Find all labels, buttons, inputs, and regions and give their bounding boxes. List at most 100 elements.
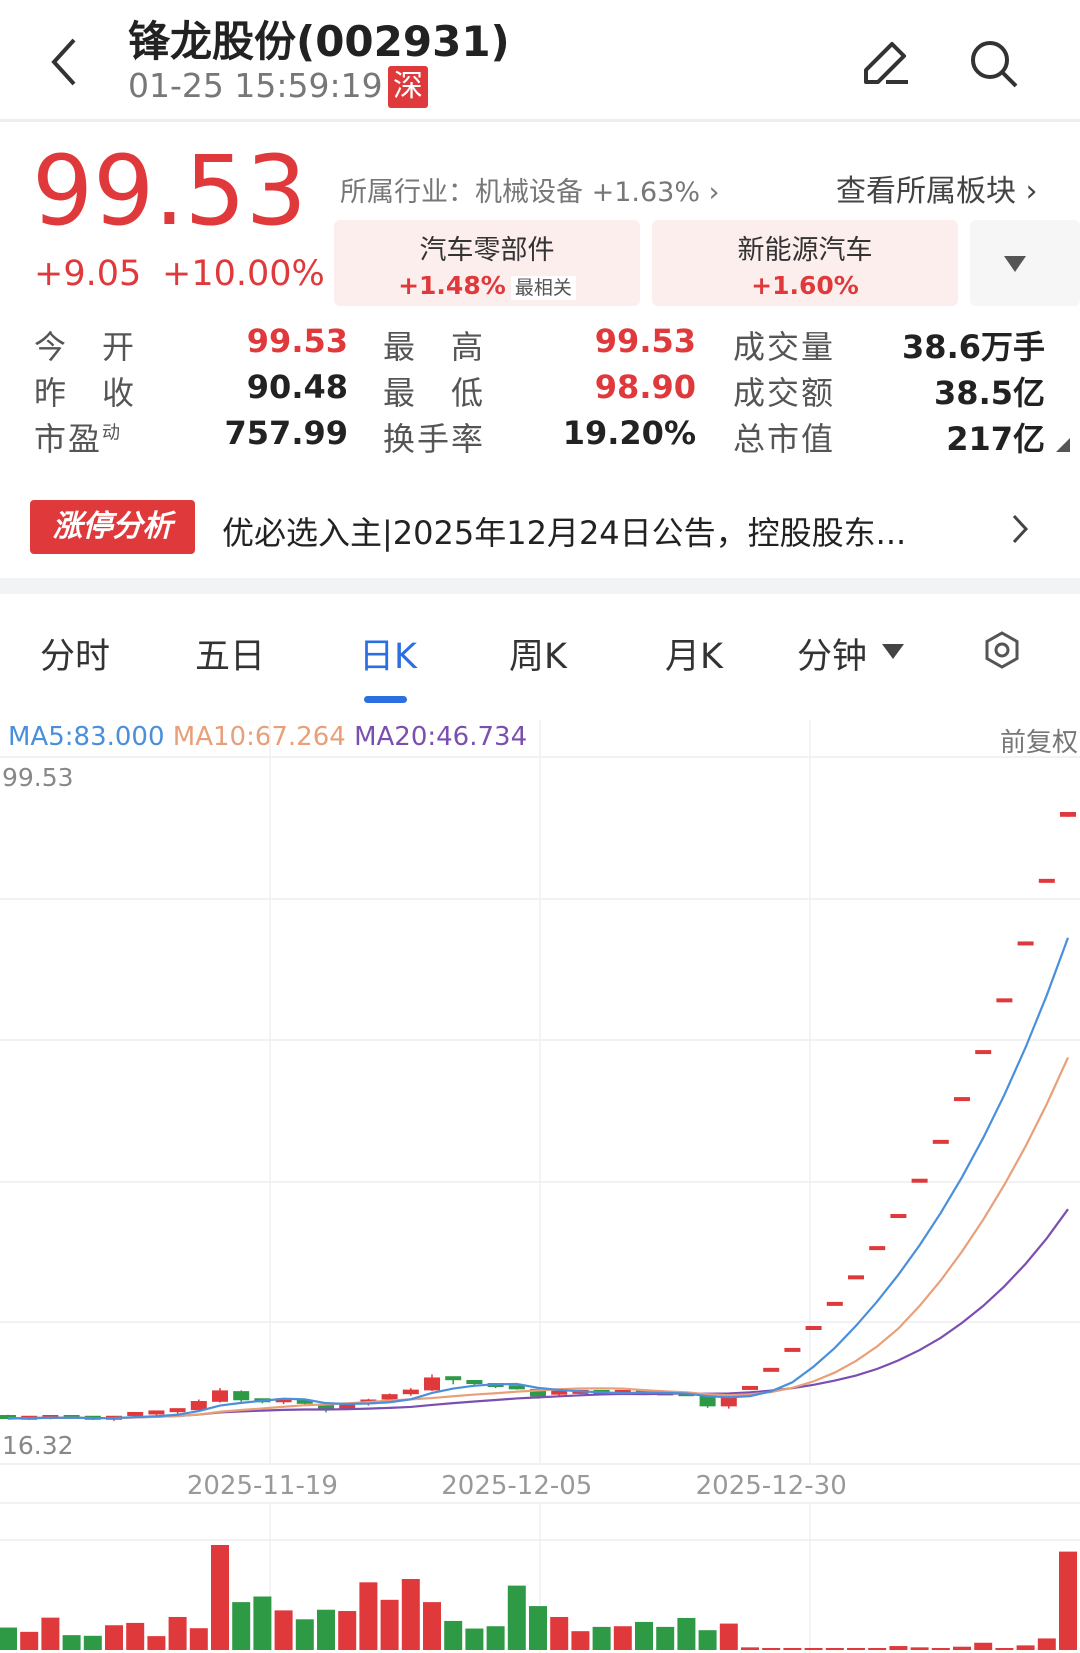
candle-body bbox=[318, 1404, 334, 1410]
volume-bar bbox=[317, 1609, 335, 1650]
ma-legend: MA5:83.000 MA10:67.264 MA20:46.734 bbox=[8, 722, 527, 752]
candle-body bbox=[402, 1389, 419, 1395]
tab-4[interactable]: 月K bbox=[665, 637, 723, 677]
expand-corner-icon[interactable] bbox=[1056, 438, 1070, 452]
section-gap bbox=[0, 578, 1080, 594]
current-price: 99.53 bbox=[32, 135, 307, 247]
edit-button[interactable] bbox=[858, 36, 914, 96]
candle-body bbox=[0, 1415, 16, 1420]
volume-bar bbox=[168, 1616, 187, 1650]
chart-settings-icon[interactable] bbox=[982, 630, 1022, 670]
volume-bar bbox=[1037, 1638, 1056, 1650]
search-button[interactable] bbox=[966, 36, 1022, 96]
candle-body bbox=[127, 1411, 144, 1416]
sector-card[interactable]: 汽车零部件 +1.48% 最相关 bbox=[334, 220, 640, 306]
sector-name: 新能源汽车 bbox=[737, 235, 873, 266]
candle-body bbox=[763, 1367, 780, 1372]
candle-body bbox=[530, 1388, 546, 1397]
candle-body bbox=[996, 998, 1013, 1003]
stat-value: 19.20% bbox=[562, 414, 696, 452]
tab-3[interactable]: 周K bbox=[509, 637, 567, 677]
ma5-label: MA5:83.000 bbox=[8, 722, 165, 752]
candle-body bbox=[954, 1097, 970, 1102]
candle-body bbox=[381, 1394, 398, 1400]
stat-value: 38.5亿 bbox=[934, 374, 1045, 412]
stat-label-text: 市盈 bbox=[34, 420, 103, 458]
tab-1[interactable]: 五日 bbox=[195, 637, 266, 677]
stat-label-text: 换手率 bbox=[383, 420, 486, 458]
candle-body bbox=[869, 1246, 886, 1251]
volume-bar bbox=[592, 1626, 611, 1650]
volume-bar bbox=[105, 1625, 123, 1650]
volume-bar bbox=[974, 1642, 993, 1650]
candle-body bbox=[826, 1301, 843, 1306]
price-change: +9.05 bbox=[34, 254, 142, 294]
x-tick-label: 2025-11-19 bbox=[187, 1471, 338, 1501]
volume-bar bbox=[931, 1648, 950, 1650]
candle-body bbox=[805, 1326, 822, 1331]
back-button[interactable] bbox=[44, 34, 84, 90]
sector-card[interactable]: 新能源汽车 +1.60% bbox=[652, 220, 958, 306]
volume-bar bbox=[486, 1626, 505, 1650]
candle-body bbox=[148, 1410, 165, 1415]
more-sectors-button[interactable] bbox=[970, 220, 1080, 306]
sector-name: 汽车零部件 bbox=[419, 235, 555, 266]
ma5-line bbox=[7, 937, 1070, 1420]
volume-bar bbox=[656, 1626, 675, 1650]
volume-bar bbox=[232, 1602, 251, 1650]
volume-bar bbox=[719, 1623, 738, 1650]
chevron-right-icon: › bbox=[708, 177, 720, 208]
candle-body bbox=[932, 1139, 949, 1144]
ma20-label: MA20:46.734 bbox=[354, 722, 528, 752]
chevron-right-icon: › bbox=[1025, 174, 1038, 209]
volume-bar bbox=[613, 1626, 632, 1650]
sector-tag: 最相关 bbox=[510, 276, 576, 300]
volume-bar bbox=[635, 1621, 653, 1650]
stat-label: 总市值 bbox=[733, 414, 835, 460]
candle-body bbox=[233, 1391, 250, 1401]
price-change-pct: +10.00% bbox=[162, 254, 325, 294]
industry-link[interactable]: 所属行业：机械设备 +1.63% › bbox=[340, 170, 719, 209]
tab-0[interactable]: 分时 bbox=[40, 637, 111, 677]
volume-bar bbox=[147, 1636, 166, 1650]
stat-label: 今 开 bbox=[34, 322, 136, 368]
edit-icon bbox=[864, 42, 908, 84]
stat-label-text: 成交额 bbox=[733, 374, 836, 412]
candle-body bbox=[911, 1178, 928, 1183]
volume-bar bbox=[211, 1545, 229, 1650]
volume-bar bbox=[274, 1610, 293, 1650]
candle-body bbox=[720, 1397, 737, 1407]
candle-body bbox=[1060, 812, 1076, 817]
price-adjust-toggle[interactable]: 前复权 bbox=[999, 728, 1078, 758]
volume-bar bbox=[677, 1617, 696, 1650]
banner-text: 优必选入主|2025年12月24日公告，控股股东... bbox=[222, 514, 907, 552]
tab-2[interactable]: 日K bbox=[359, 637, 417, 677]
volume-bar bbox=[762, 1648, 781, 1650]
header-divider bbox=[0, 119, 1080, 122]
volume-bar bbox=[423, 1602, 441, 1650]
candle-body bbox=[466, 1380, 483, 1385]
tab-5[interactable]: 分钟 bbox=[797, 637, 868, 677]
sector-change: +1.48% bbox=[398, 271, 506, 300]
candle-body bbox=[551, 1390, 568, 1395]
industry-name: 机械设备 bbox=[475, 177, 583, 208]
chevron-right-icon bbox=[1012, 514, 1029, 544]
volume-bar bbox=[741, 1647, 759, 1650]
candle-body bbox=[445, 1376, 462, 1381]
minute-dropdown-caret-icon[interactable] bbox=[880, 642, 906, 662]
stat-label: 成交量 bbox=[733, 322, 835, 368]
volume-bar bbox=[507, 1585, 526, 1650]
candle-body bbox=[1017, 941, 1034, 946]
tab-active-indicator bbox=[364, 696, 407, 703]
volume-bar bbox=[698, 1630, 717, 1650]
candle-body bbox=[275, 1398, 292, 1403]
volume-bar bbox=[910, 1647, 929, 1650]
volume-bar bbox=[571, 1631, 590, 1650]
view-sectors-link[interactable]: 查看所属板块 › bbox=[836, 166, 1038, 210]
stat-label-text: 今 开 bbox=[34, 328, 137, 366]
stat-label: 昨 收 bbox=[34, 368, 136, 414]
back-arrow-icon bbox=[51, 38, 76, 86]
quote-time: 01-25 15:59:19 bbox=[128, 66, 383, 105]
volume-bar bbox=[847, 1648, 865, 1650]
